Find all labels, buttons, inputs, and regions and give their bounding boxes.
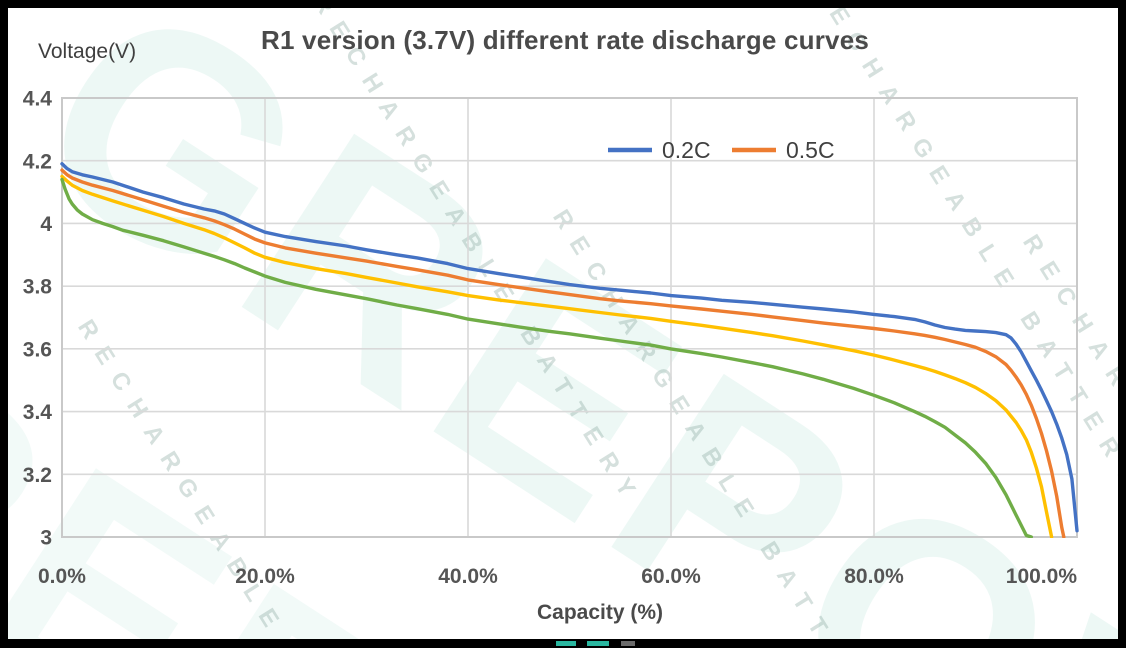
- y-tick-label: 4: [40, 213, 52, 236]
- grepow-logo-fragment: [587, 641, 609, 646]
- series-line-#FFC000: [60, 174, 1054, 538]
- legend: 0.2C 0.5C: [608, 137, 835, 163]
- gridlines: [61, 97, 1078, 538]
- legend-label-0.2C: 0.2C: [662, 137, 711, 163]
- y-tick-label: 4.2: [23, 150, 52, 173]
- series-line-#70AD47: [60, 177, 1033, 538]
- y-tick-label: 3.8: [23, 276, 53, 299]
- y-tick-label: 3.6: [23, 338, 52, 361]
- series-line-0.5C: [60, 168, 1066, 538]
- y-axis-title: Voltage(V): [38, 40, 137, 63]
- y-tick-label: 3.4: [23, 401, 53, 424]
- y-tick-label: 3.2: [23, 464, 52, 487]
- legend-label-0.5C: 0.5C: [786, 137, 835, 163]
- y-tick-label: 4.4: [23, 88, 53, 111]
- x-tick-label: 80.0%: [844, 565, 904, 588]
- x-axis-tick-labels: 0.0% 20.0% 40.0% 60.0% 80.0% 100.0%: [38, 565, 1077, 588]
- x-tick-label: 40.0%: [438, 565, 498, 588]
- frame-border-right: [1118, 0, 1126, 648]
- x-tick-label: 100.0%: [1006, 565, 1078, 588]
- chart-title: R1 version (3.7V) different rate dischar…: [260, 25, 870, 55]
- plot-border: [61, 97, 1078, 538]
- x-tick-label: 60.0%: [641, 565, 701, 588]
- series-line-0.2C: [60, 162, 1079, 533]
- y-tick-label: 3: [40, 527, 52, 550]
- frame-border-left: [0, 0, 8, 648]
- series-lines: [60, 162, 1079, 538]
- y-axis-tick-labels: 4.4 4.2 4 3.8 3.6 3.4 3.2 3: [23, 88, 53, 550]
- x-tick-label: 20.0%: [235, 565, 295, 588]
- grepow-logo-fragment: [556, 641, 576, 646]
- frame-border-top: [0, 0, 1126, 8]
- x-axis-title: Capacity (%): [536, 601, 664, 624]
- x-tick-label: 0.0%: [38, 565, 86, 588]
- grepow-logo-fragment: [621, 641, 635, 646]
